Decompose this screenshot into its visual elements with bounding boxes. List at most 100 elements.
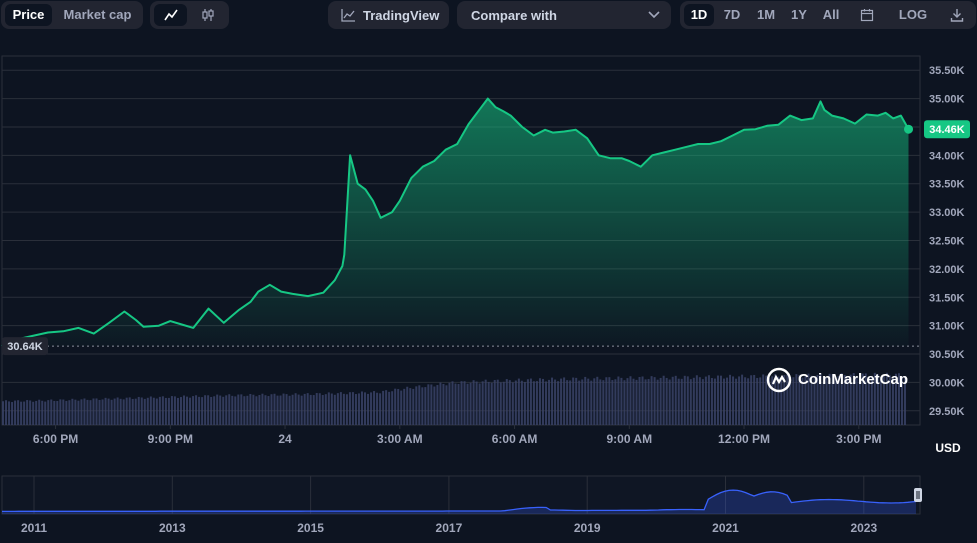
volume-bar bbox=[852, 373, 855, 425]
volume-bar bbox=[466, 383, 469, 425]
volume-bar bbox=[572, 377, 575, 425]
volume-bar bbox=[855, 375, 858, 425]
range-1y-button[interactable]: 1Y bbox=[791, 7, 807, 22]
range-1m-button[interactable]: 1M bbox=[756, 7, 776, 22]
volume-bar bbox=[783, 375, 786, 425]
range-all-button[interactable]: All bbox=[822, 7, 840, 22]
volume-bar bbox=[668, 379, 671, 425]
navigator-year-label: 2021 bbox=[712, 521, 739, 535]
y-tick-label: 32.50K bbox=[929, 236, 965, 248]
volume-bar bbox=[891, 376, 894, 425]
volume-bar bbox=[686, 376, 689, 425]
volume-bar bbox=[756, 377, 759, 425]
volume-bar bbox=[246, 395, 249, 425]
volume-bar bbox=[68, 400, 71, 425]
volume-bar bbox=[671, 376, 674, 425]
volume-bar bbox=[140, 397, 143, 425]
tradingview-button[interactable]: TradingView bbox=[328, 1, 449, 29]
x-tick-label: 9:00 AM bbox=[607, 432, 653, 446]
volume-bar bbox=[261, 393, 264, 425]
candlestick-button[interactable] bbox=[191, 4, 224, 26]
volume-bar bbox=[490, 382, 493, 425]
range-1d-button[interactable]: 1D bbox=[684, 4, 714, 26]
y-tick-label: 34.00K bbox=[929, 150, 965, 162]
volume-bar bbox=[765, 375, 768, 425]
price-tab[interactable]: Price bbox=[5, 4, 52, 26]
volume-bar bbox=[222, 396, 225, 425]
volume-bar bbox=[451, 381, 454, 425]
volume-bar bbox=[735, 378, 738, 425]
volume-bar bbox=[86, 399, 89, 425]
navigator-handle[interactable] bbox=[914, 488, 922, 502]
volume-bar bbox=[333, 394, 336, 425]
volume-bar bbox=[104, 397, 107, 425]
volume-bar bbox=[870, 375, 873, 425]
volume-bar bbox=[351, 392, 354, 425]
volume-bar bbox=[659, 377, 662, 425]
tradingview-label: TradingView bbox=[363, 8, 440, 23]
volume-bar bbox=[596, 376, 599, 425]
volume-bar bbox=[680, 378, 683, 425]
volume-bar bbox=[816, 374, 819, 425]
volume-bar bbox=[110, 399, 113, 425]
volume-bar bbox=[53, 400, 56, 425]
volume-bar bbox=[825, 376, 828, 425]
volume-bar bbox=[173, 396, 176, 425]
volume-bar bbox=[370, 392, 373, 425]
volume-bar bbox=[716, 375, 719, 425]
price-line bbox=[1, 97, 910, 348]
tradingview-chart-icon bbox=[341, 9, 355, 22]
volume-bar bbox=[252, 394, 255, 425]
volume-bar bbox=[511, 382, 514, 425]
volume-bar bbox=[406, 386, 409, 425]
volume-bar bbox=[750, 375, 753, 425]
volume-bar bbox=[457, 383, 460, 425]
y-tick-label: 30.50K bbox=[929, 349, 965, 361]
volume-bar bbox=[897, 373, 900, 425]
chevron-down-icon bbox=[648, 11, 660, 19]
volume-bar bbox=[128, 397, 131, 425]
volume-bar bbox=[32, 401, 35, 425]
volume-bar bbox=[469, 382, 472, 425]
market-cap-tab[interactable]: Market cap bbox=[63, 7, 132, 22]
volume-bar bbox=[650, 376, 653, 425]
volume-bar bbox=[400, 390, 403, 425]
volume-bar bbox=[593, 378, 596, 425]
date-range-button[interactable] bbox=[852, 4, 882, 26]
volume-bar bbox=[376, 392, 379, 425]
last-price-label: 34.46K bbox=[929, 124, 965, 136]
y-tick-label: 32.00K bbox=[929, 264, 965, 276]
volume-bar bbox=[496, 379, 499, 425]
volume-bar bbox=[560, 378, 563, 425]
volume-bar bbox=[270, 394, 273, 425]
volume-bar bbox=[80, 399, 83, 425]
volume-bar bbox=[674, 375, 677, 425]
volume-bar bbox=[403, 388, 406, 425]
volume-bar bbox=[487, 381, 490, 425]
volume-bar bbox=[198, 396, 201, 425]
volume-bar bbox=[614, 379, 617, 425]
volume-bar bbox=[620, 377, 623, 425]
volume-bar bbox=[360, 391, 363, 425]
volume-bar bbox=[225, 395, 228, 425]
volume-bar bbox=[608, 377, 611, 425]
download-button[interactable] bbox=[942, 4, 972, 26]
volume-bar bbox=[291, 394, 294, 425]
chart-toolbar: Price Market cap TradingView Compare wit… bbox=[0, 0, 977, 32]
volume-bar bbox=[545, 381, 548, 425]
line-chart-button[interactable] bbox=[154, 4, 187, 26]
volume-bar bbox=[481, 381, 484, 425]
volume-bar bbox=[548, 379, 551, 425]
volume-bar bbox=[557, 381, 560, 425]
log-scale-button[interactable]: LOG bbox=[898, 7, 928, 22]
volume-bar bbox=[900, 376, 903, 425]
volume-bar bbox=[789, 377, 792, 425]
volume-bar bbox=[894, 373, 897, 425]
range-7d-button[interactable]: 7D bbox=[723, 7, 741, 22]
volume-bar bbox=[23, 401, 26, 425]
compare-with-dropdown[interactable]: Compare with bbox=[457, 1, 671, 29]
last-price-dot bbox=[904, 124, 914, 134]
volume-bar bbox=[201, 397, 204, 425]
y-tick-label: 30.00K bbox=[929, 377, 965, 389]
